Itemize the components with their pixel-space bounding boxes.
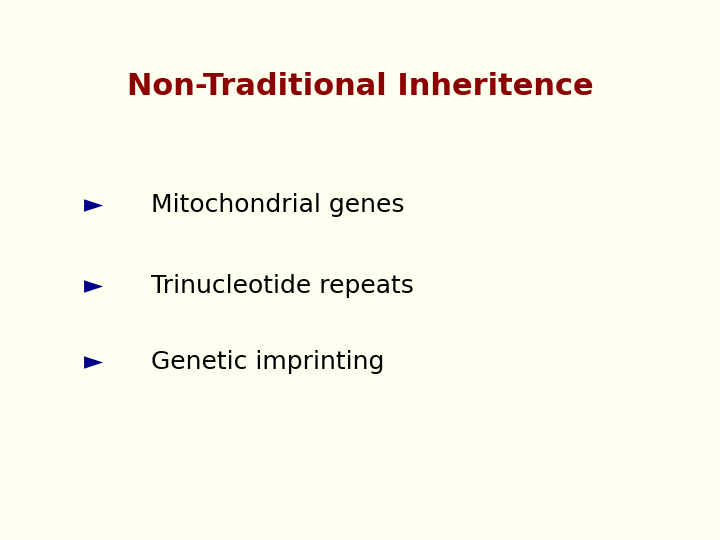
Text: Trinucleotide repeats: Trinucleotide repeats [151,274,414,298]
Text: Non-Traditional Inheritence: Non-Traditional Inheritence [127,72,593,101]
Text: Genetic imprinting: Genetic imprinting [151,350,384,374]
Text: ►: ► [84,274,103,298]
Text: Mitochondrial genes: Mitochondrial genes [151,193,405,217]
Text: ►: ► [84,193,103,217]
Text: ►: ► [84,350,103,374]
